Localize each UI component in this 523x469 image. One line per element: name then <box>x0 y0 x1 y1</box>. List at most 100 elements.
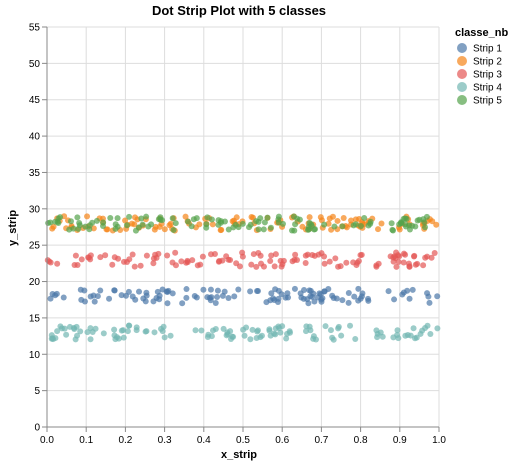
point-series-1 <box>159 286 166 293</box>
point-series-5 <box>339 223 346 230</box>
point-series-1 <box>272 286 279 293</box>
point-series-1 <box>164 288 171 295</box>
x-tick-label: 0.1 <box>79 435 93 446</box>
point-series-5 <box>57 214 64 221</box>
point-series-1 <box>123 292 130 299</box>
point-series-5 <box>267 224 274 231</box>
point-series-5 <box>93 217 100 224</box>
point-series-1 <box>169 290 176 297</box>
legend-item-4: Strip 4 <box>457 82 502 94</box>
point-series-4 <box>61 325 68 332</box>
point-series-4 <box>89 329 96 336</box>
point-series-1 <box>111 287 118 294</box>
point-series-3 <box>271 263 278 270</box>
point-series-1 <box>434 293 441 300</box>
point-series-4 <box>77 328 84 335</box>
point-series-4 <box>50 336 57 343</box>
point-series-3 <box>337 263 344 270</box>
y-tick-label: 0 <box>34 423 40 434</box>
point-series-5 <box>275 213 282 220</box>
point-series-3 <box>358 251 365 258</box>
point-series-5 <box>398 220 405 227</box>
x-tick-label: 0.6 <box>275 435 289 446</box>
point-series-4 <box>142 328 149 335</box>
point-series-1 <box>306 287 313 294</box>
point-series-3 <box>400 259 407 266</box>
point-series-4 <box>192 327 199 334</box>
series-3 <box>44 249 438 270</box>
point-series-5 <box>66 226 73 233</box>
x-tick-label: 0.0 <box>40 435 54 446</box>
point-series-4 <box>54 328 61 335</box>
point-series-1 <box>355 285 362 292</box>
point-series-1 <box>136 288 143 295</box>
point-series-5 <box>75 225 82 232</box>
point-series-3 <box>184 257 191 264</box>
point-series-3 <box>396 253 403 260</box>
point-series-4 <box>204 333 211 340</box>
point-series-1 <box>385 288 392 295</box>
point-series-5 <box>350 222 357 229</box>
point-series-1 <box>400 289 407 296</box>
point-series-1 <box>309 293 316 300</box>
point-series-4 <box>373 327 380 334</box>
point-series-2 <box>375 226 382 233</box>
point-series-1 <box>214 294 221 301</box>
point-series-4 <box>287 329 294 336</box>
point-series-5 <box>414 217 421 224</box>
point-series-5 <box>321 221 328 228</box>
point-series-5 <box>138 215 145 222</box>
point-series-3 <box>326 258 333 265</box>
point-series-3 <box>131 263 138 270</box>
point-series-5 <box>239 220 246 227</box>
point-series-1 <box>221 288 228 295</box>
legend: classe_nb Strip 1 Strip 2 Strip 3 Strip 4 St… <box>455 27 508 107</box>
point-series-5 <box>422 224 429 231</box>
legend-item-1: Strip 1 <box>457 43 502 55</box>
legend-item-2: Strip 2 <box>457 56 502 68</box>
point-series-2 <box>306 214 313 221</box>
point-series-4 <box>72 336 79 343</box>
point-series-5 <box>331 223 338 230</box>
point-series-5 <box>143 213 150 220</box>
legend-swatch <box>457 95 467 105</box>
point-series-1 <box>351 293 358 300</box>
point-series-4 <box>277 329 284 336</box>
point-series-3 <box>197 261 204 268</box>
y-tick-label: 30 <box>29 204 41 215</box>
point-series-5 <box>290 213 297 220</box>
point-series-3 <box>414 260 421 267</box>
axes: 0.0 0.1 0.2 0.3 0.4 0.5 0.6 0.7 0.8 0.9 1.0 0 5 10 15 2… <box>29 23 447 447</box>
point-series-3 <box>302 259 309 266</box>
point-series-5 <box>126 213 133 220</box>
point-series-3 <box>152 251 159 258</box>
point-series-1 <box>156 292 163 299</box>
point-series-1 <box>47 295 54 302</box>
point-series-4 <box>151 329 158 336</box>
point-series-1 <box>409 286 416 293</box>
point-series-2 <box>209 221 216 228</box>
point-series-1 <box>212 300 219 307</box>
point-series-4 <box>272 331 279 338</box>
point-series-1 <box>426 299 433 306</box>
point-series-5 <box>67 218 74 225</box>
point-series-5 <box>169 215 176 222</box>
point-series-4 <box>198 327 205 334</box>
point-series-4 <box>275 323 282 330</box>
data-points <box>44 213 441 343</box>
point-series-4 <box>335 325 342 332</box>
series-5 <box>45 213 430 234</box>
point-series-5 <box>185 218 192 225</box>
point-series-4 <box>63 331 70 338</box>
x-tick-label: 0.8 <box>354 435 368 446</box>
point-series-2 <box>352 216 359 223</box>
point-series-5 <box>291 227 298 234</box>
x-tick-label: 0.9 <box>393 435 407 446</box>
point-series-3 <box>199 253 206 260</box>
point-series-2 <box>217 227 224 234</box>
point-series-4 <box>241 332 248 339</box>
point-series-3 <box>332 255 339 262</box>
legend-label: Strip 5 <box>473 96 502 107</box>
